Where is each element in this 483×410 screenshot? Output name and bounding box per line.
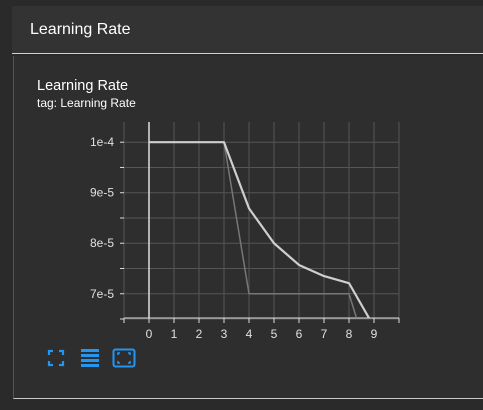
card-tag: tag: Learning Rate xyxy=(37,96,136,110)
toggle-log-scale-icon xyxy=(81,349,99,367)
fit-domain-button[interactable] xyxy=(112,346,136,370)
fullscreen-icon xyxy=(47,349,65,367)
y-tick-label: 8e-5 xyxy=(90,236,114,250)
x-tick-label: 4 xyxy=(246,327,253,341)
card-title: Learning Rate xyxy=(37,78,129,94)
x-tick-label: 6 xyxy=(296,327,303,341)
x-tick-label: 7 xyxy=(321,327,328,341)
x-tick-label: 0 xyxy=(146,327,153,341)
smoothed-series-line xyxy=(149,141,370,318)
panel-header-title: Learning Rate xyxy=(30,21,131,38)
fullscreen-button[interactable] xyxy=(44,346,68,370)
chart-toolbar xyxy=(44,346,146,370)
x-tick-label: 1 xyxy=(171,327,178,341)
x-tick-label: 3 xyxy=(221,327,228,341)
chart-series xyxy=(149,141,370,318)
y-axis-ticks: 1e-4 9e-5 8e-5 7e-5 xyxy=(90,135,114,301)
chart-grid xyxy=(123,122,400,320)
panel-header[interactable]: Learning Rate xyxy=(12,6,483,54)
raw-series-line xyxy=(149,141,358,318)
toggle-log-scale-button[interactable] xyxy=(78,346,102,370)
fit-domain-icon xyxy=(112,348,136,368)
x-axis-ticks: 0 1 2 3 4 5 6 7 8 9 xyxy=(123,318,400,341)
x-tick-label: 8 xyxy=(346,327,353,341)
learning-rate-chart[interactable]: 0 1 2 3 4 5 6 7 8 9 1e-4 9e-5 8e-5 7e-5 xyxy=(14,56,483,346)
y-tick-label: 7e-5 xyxy=(90,287,114,301)
x-tick-label: 2 xyxy=(196,327,203,341)
x-tick-label: 9 xyxy=(371,327,378,341)
y-tick-label: 1e-4 xyxy=(90,135,114,149)
y-tick-label: 9e-5 xyxy=(90,186,114,200)
x-tick-label: 5 xyxy=(271,327,278,341)
chart-axes xyxy=(120,122,399,320)
scalar-card: Learning Rate tag: Learning Rate 0 1 2 3 4 5 6… xyxy=(13,56,483,399)
